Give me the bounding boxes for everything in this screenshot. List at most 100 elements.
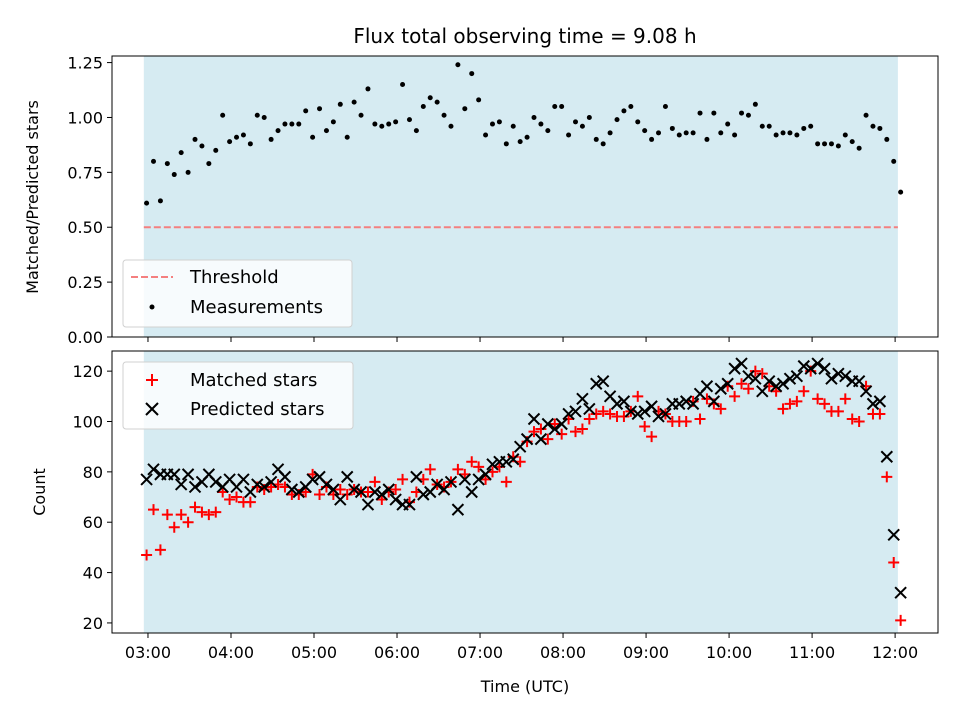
measurement-point — [711, 110, 717, 116]
matched-star-point — [224, 494, 236, 506]
measurement-point — [234, 134, 240, 140]
predicted-star-point — [334, 493, 347, 506]
predicted-star-point — [451, 503, 465, 516]
predicted-star-point — [776, 377, 790, 390]
predicted-star-point — [673, 397, 686, 411]
matched-star-point — [369, 476, 381, 488]
measurement-point — [413, 128, 419, 134]
matched-star-point — [182, 516, 194, 528]
measurement-point — [151, 158, 157, 164]
predicted-star-point — [548, 422, 561, 436]
measurement-point — [801, 125, 807, 131]
measurement-point — [289, 121, 295, 127]
predicted-star-point — [624, 405, 638, 418]
measurement-point — [891, 158, 897, 164]
predicted-star-point — [147, 463, 160, 476]
matched-star-point — [881, 471, 893, 483]
matched-star-point — [715, 403, 727, 415]
predicted-star-point — [500, 455, 513, 468]
x-tick-label: 06:00 — [374, 643, 420, 662]
matched-star-point — [542, 433, 554, 445]
matched-star-point — [210, 506, 222, 518]
matched-star-point — [244, 496, 256, 508]
bot-y-tick-label: 40 — [83, 564, 103, 583]
matched-star-point — [812, 393, 824, 405]
matched-star-point — [528, 426, 540, 438]
matched-star-point — [618, 410, 630, 422]
measurement-point — [863, 112, 869, 118]
predicted-star-point — [417, 488, 430, 501]
x-tick-label: 11:00 — [789, 643, 835, 662]
predicted-star-point — [285, 483, 299, 496]
predicted-star-point — [852, 375, 866, 388]
predicted-star-point — [790, 369, 804, 383]
measurement-point — [552, 103, 558, 109]
bot-y-tick-label: 60 — [83, 513, 103, 532]
predicted-star-point — [728, 362, 741, 375]
x-tick-label: 08:00 — [540, 643, 586, 662]
measurement-point — [538, 121, 544, 127]
matched-star-point — [895, 614, 907, 626]
measurement-point — [178, 150, 184, 156]
measurement-point — [600, 141, 606, 147]
measurement-point — [157, 198, 163, 204]
predicted-star-point — [873, 395, 887, 408]
matched-star-point — [168, 521, 180, 533]
measurement-point — [448, 123, 454, 129]
predicted-stars-points — [140, 357, 907, 599]
measurement-point — [510, 123, 516, 129]
bottom-x-ticks: 03:00 04:00 05:00 06:00 07:00 08:00 09:00 10:00… — [125, 633, 918, 662]
predicted-star-point — [555, 417, 568, 431]
measurement-point — [351, 99, 357, 105]
measurement-point — [545, 128, 551, 134]
measurement-point — [420, 103, 426, 109]
measurement-point — [199, 143, 205, 149]
measurement-point — [683, 130, 689, 136]
matched-star-point — [231, 491, 243, 503]
predicted-star-point — [576, 392, 589, 406]
matched-star-point — [646, 431, 658, 443]
predicted-legend-label: Predicted stars — [190, 399, 324, 420]
measurement-point — [586, 114, 592, 120]
measurement-point — [455, 62, 461, 68]
matched-star-point — [590, 408, 602, 420]
measurement-point — [835, 143, 841, 149]
measurement-point — [828, 141, 834, 147]
measurement-point — [213, 147, 219, 153]
predicted-legend-swatch — [145, 402, 159, 416]
matched-star-point — [397, 473, 409, 485]
matched-star-point — [819, 398, 831, 410]
measurement-point — [206, 161, 212, 167]
predicted-star-point — [264, 475, 278, 489]
predicted-star-point — [327, 483, 340, 496]
measurement-point — [240, 132, 246, 138]
top-y-tick-label: 1.00 — [67, 108, 103, 127]
predicted-star-point — [679, 395, 693, 408]
measurement-point — [171, 172, 177, 178]
predicted-star-point — [569, 405, 582, 418]
matched-star-point — [424, 463, 436, 475]
predicted-star-point — [375, 488, 389, 501]
predicted-star-point — [735, 357, 748, 370]
measurement-point — [337, 101, 343, 107]
measurement-point — [261, 114, 267, 120]
predicted-star-point — [486, 458, 499, 471]
predicted-star-point — [410, 470, 423, 484]
top-y-tick-label: 0.25 — [67, 273, 103, 292]
predicted-star-point — [444, 475, 458, 489]
top-plot-frame — [111, 55, 939, 338]
measurement-point — [330, 119, 336, 125]
measurement-point — [469, 71, 475, 77]
measurement-point — [192, 136, 198, 142]
predicted-star-point — [209, 475, 222, 489]
measurement-point — [427, 95, 433, 101]
matched-star-point — [334, 483, 346, 495]
top-y-ticks: 0.00 0.25 0.50 0.75 1.00 1.25 — [67, 54, 112, 347]
measurement-point — [621, 108, 627, 114]
measurement-point — [483, 132, 489, 138]
measurement-point — [690, 130, 696, 136]
predicted-star-point — [583, 402, 596, 416]
top-legend: Threshold Measurements — [122, 259, 353, 328]
predicted-star-point — [811, 357, 824, 370]
measurement-point — [745, 112, 751, 118]
